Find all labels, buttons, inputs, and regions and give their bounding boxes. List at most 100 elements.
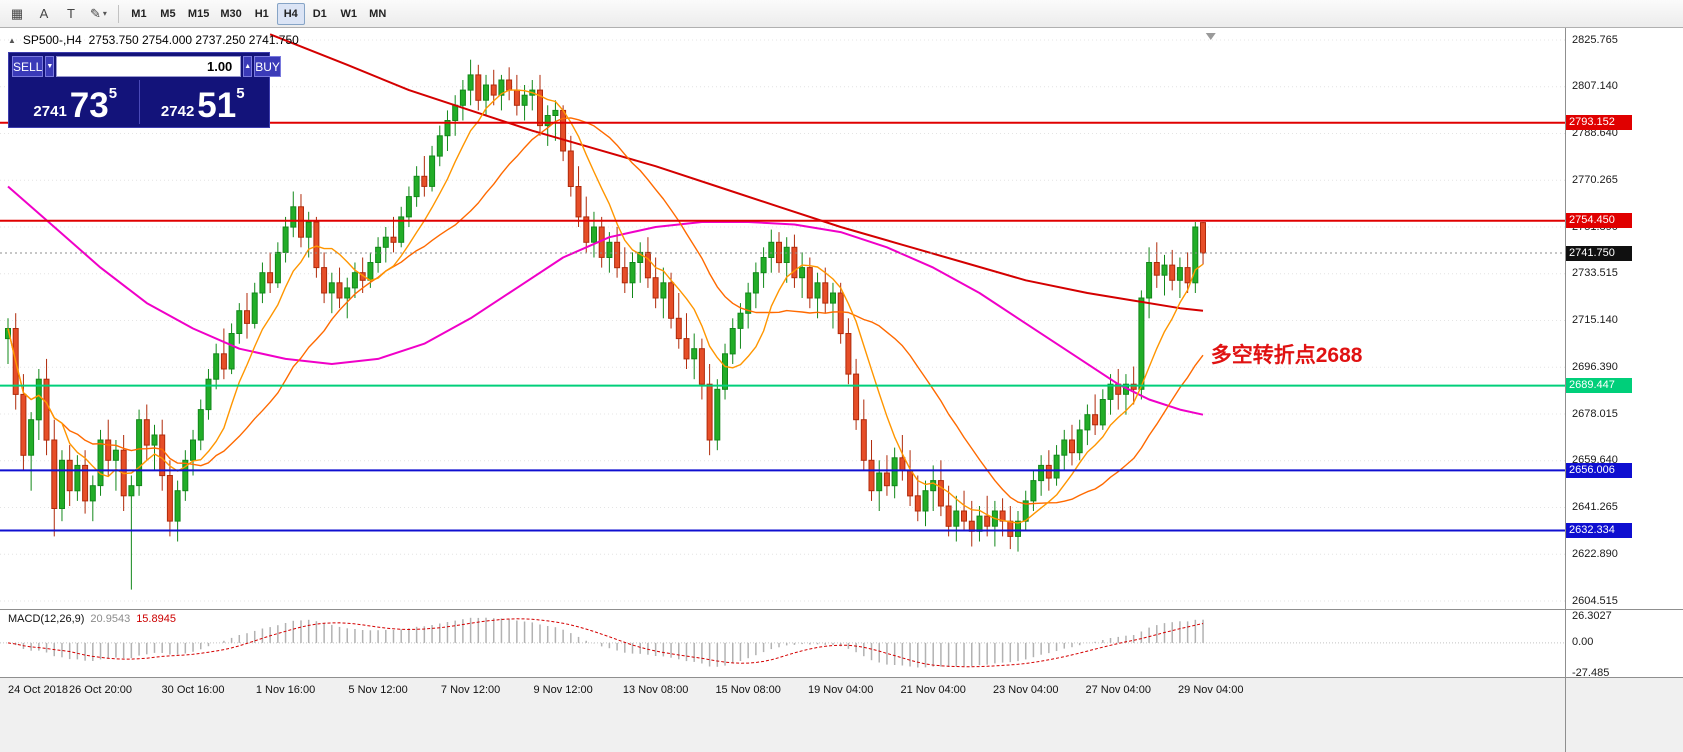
timeframe-button-m5[interactable]: M5 <box>160 7 176 20</box>
symbol-name: SP500-,H4 <box>22 33 82 47</box>
timeframe-button-m1[interactable]: M1 <box>131 7 147 20</box>
text-frame-icon: T <box>67 6 75 21</box>
letter-a-button[interactable]: A <box>31 3 57 25</box>
time-axis-label: 5 Nov 12:00 <box>348 684 408 696</box>
buy-button[interactable]: BUY <box>254 56 281 77</box>
price-axis-label: 2641.265 <box>1572 501 1618 513</box>
time-axis-label: 9 Nov 12:00 <box>533 684 593 696</box>
symbol-ohlc-line: ▲ SP500-,H4 2753.750 2754.000 2737.250 2… <box>8 33 299 47</box>
price-axis-label: 2715.140 <box>1572 314 1618 326</box>
price-axis-label: 2604.515 <box>1572 594 1618 607</box>
volume-input[interactable] <box>56 56 242 77</box>
price-axis-label: 2733.515 <box>1572 267 1618 280</box>
time-axis-label: 30 Oct 16:00 <box>161 684 225 696</box>
ask-big-digits: 51 <box>197 86 237 125</box>
price-tag-2793.152: 2793.152 <box>1566 115 1632 131</box>
time-axis-label: 26 Oct 20:00 <box>69 684 133 696</box>
ma-slow-red <box>269 33 1204 312</box>
bid-quote[interactable]: 2741 73 5 <box>12 80 139 124</box>
timeframe-button-m30[interactable]: M30 <box>220 7 242 20</box>
chart-grid-button[interactable]: ▦ <box>4 3 30 25</box>
price-chart-pane[interactable]: ▲ SP500-,H4 2753.750 2754.000 2737.250 2… <box>0 28 1565 610</box>
timeframe-button-h1[interactable]: H1 <box>254 7 269 20</box>
timeframe-button-h4[interactable]: H4 <box>276 2 305 25</box>
macd-histogram <box>14 617 1204 668</box>
bid-big-digits: 73 <box>69 86 109 125</box>
timeframe-button-mn[interactable]: MN <box>369 7 387 20</box>
text-frame-button[interactable]: T <box>58 3 84 25</box>
volume-decrease-button[interactable]: ▼ <box>45 56 55 77</box>
sell-button[interactable]: SELL <box>12 56 44 77</box>
ma-21-orange <box>7 117 1204 505</box>
axis-corner <box>1566 678 1683 752</box>
horizontal-lines <box>0 121 1565 532</box>
ask-quote[interactable]: 2742 51 5 <box>140 80 267 124</box>
quote-divider <box>138 80 140 124</box>
macd-axis-label: -27.485 <box>1572 666 1610 679</box>
time-axis-label: 15 Nov 08:00 <box>715 684 781 696</box>
price-tag-2632.334: 2632.334 <box>1566 522 1632 538</box>
ask-pip-digit: 5 <box>236 85 245 102</box>
macd-signal-value: 15.8945 <box>136 613 176 625</box>
macd-axis[interactable]: 26.3027 0.00 -27.485 <box>1566 610 1683 679</box>
toolbar-icon-group: ▦ A T ✎ ▾ <box>4 3 112 25</box>
macd-axis-label: 26.3027 <box>1572 610 1612 622</box>
candlestick-chart[interactable] <box>0 28 1565 609</box>
ma-mid-magenta <box>7 185 1204 416</box>
draw-cursor-icon: ✎ <box>90 5 101 21</box>
time-axis-label: 13 Nov 08:00 <box>622 684 689 696</box>
time-axis-label: 7 Nov 12:00 <box>440 684 501 696</box>
price-axis-label: 2678.015 <box>1572 407 1618 420</box>
price-axis-label: 2696.390 <box>1572 360 1618 373</box>
ohlc-values: 2753.750 2754.000 2737.250 2741.750 <box>88 33 299 47</box>
macd-label-line: MACD(12,26,9) 20.9543 15.8945 <box>8 613 176 625</box>
time-axis-label: 19 Nov 04:00 <box>807 684 874 696</box>
timeframe-button-m15[interactable]: M15 <box>187 7 210 20</box>
chart-grid-icon: ▦ <box>10 5 24 21</box>
time-axis-label: 24 Oct 2018 <box>8 684 68 696</box>
time-axis-label: 23 Nov 04:00 <box>993 684 1059 696</box>
timeframe-button-d1[interactable]: D1 <box>312 7 327 20</box>
price-tag-2741.750: 2741.750 <box>1566 245 1632 261</box>
macd-indicator-pane[interactable]: MACD(12,26,9) 20.9543 15.8945 <box>0 610 1565 678</box>
time-axis[interactable]: 24 Oct 2018 26 Oct 20:00 30 Oct 16:00 1 Nov… <box>0 678 1565 704</box>
bid-prefix: 2741 <box>33 102 67 120</box>
bottom-filler <box>0 704 1565 752</box>
chart-column: ▲ SP500-,H4 2753.750 2754.000 2737.250 2… <box>0 28 1565 752</box>
price-tag-2656.006: 2656.006 <box>1566 462 1632 478</box>
timeframe-button-w1[interactable]: W1 <box>340 7 357 20</box>
shift-end-marker-icon[interactable] <box>1205 33 1216 40</box>
chart-toolbar: ▦ A T ✎ ▾ M1 M5 M15 M30 H1 H4 D1 W1 MN <box>0 0 1683 28</box>
moving-averages <box>7 33 1204 524</box>
macd-main-value: 20.9543 <box>90 613 131 625</box>
price-axis[interactable]: 2825.7652807.1402788.6402770.2652751.890… <box>1566 28 1683 610</box>
price-axis-label: 2825.765 <box>1572 33 1618 46</box>
trade-controls-row: SELL ▼ ▲ BUY <box>12 56 281 77</box>
chevron-down-icon: ▾ <box>102 9 107 18</box>
toolbar-separator <box>117 4 119 23</box>
time-axis-label: 21 Nov 04:00 <box>900 684 966 696</box>
macd-axis-label: 0.00 <box>1572 636 1594 649</box>
time-axis-label: 29 Nov 04:00 <box>1178 684 1244 696</box>
draw-cursor-button[interactable]: ✎ ▾ <box>85 3 112 25</box>
letter-a-icon: A <box>39 6 49 21</box>
symbol-marker-icon: ▲ <box>8 35 16 45</box>
one-click-trading-panel: SELL ▼ ▲ BUY 2741 73 5 <box>8 52 281 128</box>
price-tag-2689.447: 2689.447 <box>1566 378 1632 394</box>
macd-indicator-name: MACD(12,26,9) <box>8 613 85 625</box>
main-area: ▲ SP500-,H4 2753.750 2754.000 2737.250 2… <box>0 28 1683 752</box>
volume-increase-button[interactable]: ▲ <box>243 56 253 77</box>
price-tag-2754.450: 2754.450 <box>1566 213 1632 229</box>
ma-8-orange <box>7 89 1204 524</box>
price-axis-label: 2622.890 <box>1572 547 1618 560</box>
chart-text-annotation[interactable]: 多空转折点2688 <box>1210 344 1363 368</box>
ask-prefix: 2742 <box>160 102 195 120</box>
timeframe-group: M1 M5 M15 M30 H1 H4 D1 W1 MN <box>125 2 392 25</box>
price-axis-column: 2825.7652807.1402788.6402770.2652751.890… <box>1565 28 1683 752</box>
bid-pip-digit: 5 <box>108 85 118 102</box>
quote-display-row: 2741 73 5 2742 51 5 <box>12 80 266 124</box>
time-axis-label: 1 Nov 16:00 <box>255 684 316 696</box>
macd-chart[interactable] <box>0 610 1565 677</box>
grid-lines <box>0 39 1565 602</box>
